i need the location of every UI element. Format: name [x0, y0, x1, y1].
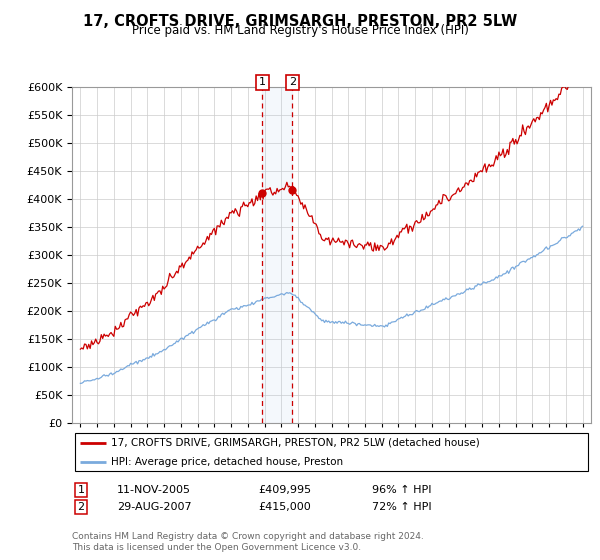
Bar: [262, 87, 292, 423]
Text: 17, CROFTS DRIVE, GRIMSARGH, PRESTON, PR2 5LW: 17, CROFTS DRIVE, GRIMSARGH, PRESTON, PR…: [83, 14, 517, 29]
Text: 29-AUG-2007: 29-AUG-2007: [117, 502, 191, 512]
Text: 1: 1: [259, 77, 266, 87]
Text: 1: 1: [77, 485, 85, 495]
Text: £415,000: £415,000: [258, 502, 311, 512]
Text: 2: 2: [77, 502, 85, 512]
Text: Contains HM Land Registry data © Crown copyright and database right 2024.
This d: Contains HM Land Registry data © Crown c…: [72, 532, 424, 552]
Text: £409,995: £409,995: [258, 485, 311, 495]
Text: HPI: Average price, detached house, Preston: HPI: Average price, detached house, Pres…: [111, 457, 343, 467]
Text: 17, CROFTS DRIVE, GRIMSARGH, PRESTON, PR2 5LW (detached house): 17, CROFTS DRIVE, GRIMSARGH, PRESTON, PR…: [111, 437, 479, 447]
FancyBboxPatch shape: [74, 433, 589, 471]
Text: 72% ↑ HPI: 72% ↑ HPI: [372, 502, 431, 512]
Text: Price paid vs. HM Land Registry's House Price Index (HPI): Price paid vs. HM Land Registry's House …: [131, 24, 469, 37]
Text: 11-NOV-2005: 11-NOV-2005: [117, 485, 191, 495]
Text: 2: 2: [289, 77, 296, 87]
Text: 96% ↑ HPI: 96% ↑ HPI: [372, 485, 431, 495]
